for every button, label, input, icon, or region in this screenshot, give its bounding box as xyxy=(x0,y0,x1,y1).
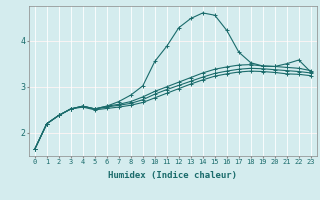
X-axis label: Humidex (Indice chaleur): Humidex (Indice chaleur) xyxy=(108,171,237,180)
